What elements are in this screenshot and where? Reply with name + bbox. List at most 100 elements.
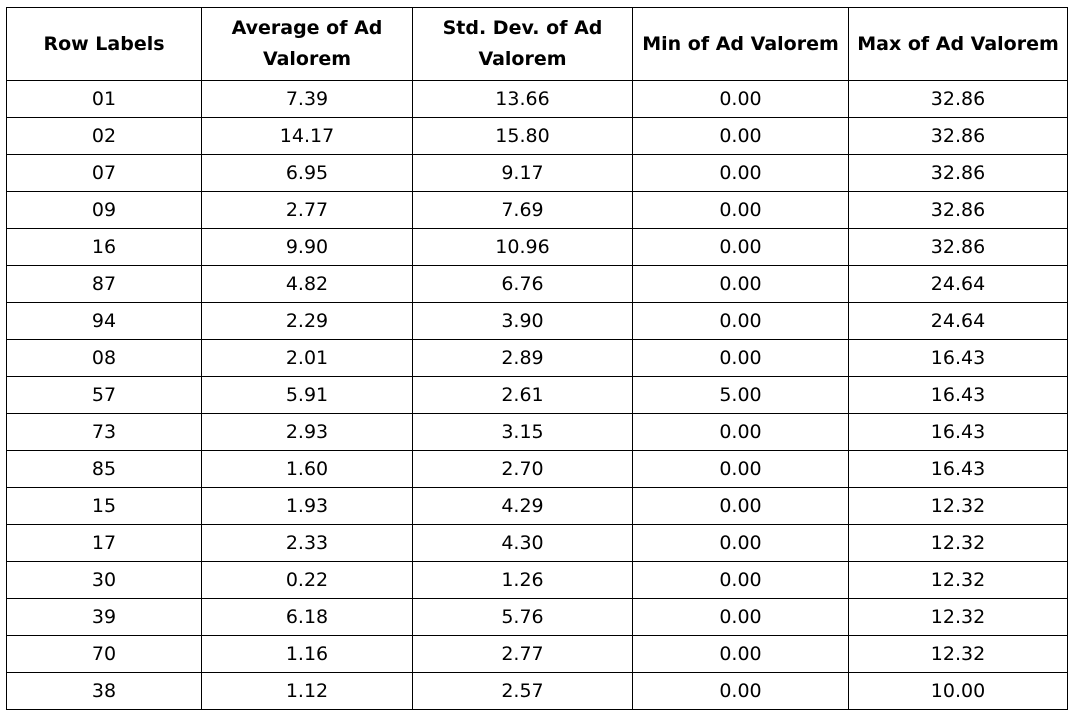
table-row: 17 2.33 4.30 0.00 12.32 — [6, 524, 1068, 562]
min-cell: 0.00 — [632, 561, 849, 599]
max-cell: 24.64 — [848, 302, 1068, 340]
std-dev-cell: 2.70 — [412, 450, 633, 488]
average-cell: 6.18 — [201, 598, 413, 636]
row-label-cell: 94 — [6, 302, 202, 340]
min-cell: 0.00 — [632, 524, 849, 562]
table-row: 16 9.90 10.96 0.00 32.86 — [6, 228, 1068, 266]
max-cell: 12.32 — [848, 635, 1068, 673]
average-cell: 1.16 — [201, 635, 413, 673]
average-cell: 14.17 — [201, 117, 413, 155]
std-dev-cell: 10.96 — [412, 228, 633, 266]
table-body: 01 7.39 13.66 0.00 32.86 02 14.17 15.80 0.00 32.8… — [6, 80, 1068, 710]
row-label-cell: 17 — [6, 524, 202, 562]
average-cell: 5.91 — [201, 376, 413, 414]
max-cell: 32.86 — [848, 191, 1068, 229]
header-row: Row Labels Average of Ad Valorem Std. De… — [6, 7, 1068, 81]
min-cell: 0.00 — [632, 117, 849, 155]
min-cell: 0.00 — [632, 487, 849, 525]
std-dev-cell: 3.15 — [412, 413, 633, 451]
min-cell: 0.00 — [632, 228, 849, 266]
table-row: 08 2.01 2.89 0.00 16.43 — [6, 339, 1068, 377]
table-row: 01 7.39 13.66 0.00 32.86 — [6, 80, 1068, 118]
table-header: Row Labels Average of Ad Valorem Std. De… — [6, 7, 1068, 81]
average-cell: 0.22 — [201, 561, 413, 599]
row-label-cell: 73 — [6, 413, 202, 451]
header-min-ad-valorem: Min of Ad Valorem — [632, 7, 849, 81]
table-row: 57 5.91 2.61 5.00 16.43 — [6, 376, 1068, 414]
min-cell: 0.00 — [632, 598, 849, 636]
std-dev-cell: 7.69 — [412, 191, 633, 229]
average-cell: 9.90 — [201, 228, 413, 266]
min-cell: 0.00 — [632, 302, 849, 340]
average-cell: 7.39 — [201, 80, 413, 118]
header-max-ad-valorem: Max of Ad Valorem — [848, 7, 1068, 81]
average-cell: 1.93 — [201, 487, 413, 525]
max-cell: 32.86 — [848, 228, 1068, 266]
min-cell: 0.00 — [632, 154, 849, 192]
min-cell: 0.00 — [632, 413, 849, 451]
table-row: 02 14.17 15.80 0.00 32.86 — [6, 117, 1068, 155]
std-dev-cell: 2.61 — [412, 376, 633, 414]
std-dev-cell: 4.29 — [412, 487, 633, 525]
max-cell: 16.43 — [848, 339, 1068, 377]
average-cell: 2.93 — [201, 413, 413, 451]
max-cell: 12.32 — [848, 487, 1068, 525]
row-label-cell: 70 — [6, 635, 202, 673]
max-cell: 16.43 — [848, 376, 1068, 414]
average-cell: 2.01 — [201, 339, 413, 377]
pivot-table: Row Labels Average of Ad Valorem Std. De… — [6, 7, 1068, 710]
std-dev-cell: 5.76 — [412, 598, 633, 636]
max-cell: 32.86 — [848, 117, 1068, 155]
average-cell: 2.77 — [201, 191, 413, 229]
table-row: 07 6.95 9.17 0.00 32.86 — [6, 154, 1068, 192]
min-cell: 0.00 — [632, 191, 849, 229]
max-cell: 16.43 — [848, 450, 1068, 488]
std-dev-cell: 4.30 — [412, 524, 633, 562]
table-row: 70 1.16 2.77 0.00 12.32 — [6, 635, 1068, 673]
row-label-cell: 09 — [6, 191, 202, 229]
row-label-cell: 02 — [6, 117, 202, 155]
row-label-cell: 01 — [6, 80, 202, 118]
std-dev-cell: 13.66 — [412, 80, 633, 118]
min-cell: 0.00 — [632, 339, 849, 377]
average-cell: 2.33 — [201, 524, 413, 562]
table-row: 39 6.18 5.76 0.00 12.32 — [6, 598, 1068, 636]
max-cell: 16.43 — [848, 413, 1068, 451]
max-cell: 12.32 — [848, 561, 1068, 599]
row-label-cell: 85 — [6, 450, 202, 488]
header-average-ad-valorem: Average of Ad Valorem — [201, 7, 413, 81]
std-dev-cell: 3.90 — [412, 302, 633, 340]
row-label-cell: 07 — [6, 154, 202, 192]
row-label-cell: 39 — [6, 598, 202, 636]
average-cell: 4.82 — [201, 265, 413, 303]
table-row: 09 2.77 7.69 0.00 32.86 — [6, 191, 1068, 229]
pivot-table-container: Row Labels Average of Ad Valorem Std. De… — [6, 7, 1068, 710]
std-dev-cell: 6.76 — [412, 265, 633, 303]
table-row: 87 4.82 6.76 0.00 24.64 — [6, 265, 1068, 303]
std-dev-cell: 9.17 — [412, 154, 633, 192]
table-row: 30 0.22 1.26 0.00 12.32 — [6, 561, 1068, 599]
average-cell: 2.29 — [201, 302, 413, 340]
std-dev-cell: 2.89 — [412, 339, 633, 377]
std-dev-cell: 15.80 — [412, 117, 633, 155]
min-cell: 5.00 — [632, 376, 849, 414]
max-cell: 24.64 — [848, 265, 1068, 303]
row-label-cell: 57 — [6, 376, 202, 414]
min-cell: 0.00 — [632, 450, 849, 488]
min-cell: 0.00 — [632, 635, 849, 673]
average-cell: 6.95 — [201, 154, 413, 192]
min-cell: 0.00 — [632, 265, 849, 303]
header-std-dev-ad-valorem: Std. Dev. of Ad Valorem — [412, 7, 633, 81]
row-label-cell: 15 — [6, 487, 202, 525]
row-label-cell: 16 — [6, 228, 202, 266]
row-label-cell: 30 — [6, 561, 202, 599]
row-label-cell: 87 — [6, 265, 202, 303]
std-dev-cell: 1.26 — [412, 561, 633, 599]
max-cell: 32.86 — [848, 80, 1068, 118]
std-dev-cell: 2.77 — [412, 635, 633, 673]
row-label-cell: 08 — [6, 339, 202, 377]
max-cell: 32.86 — [848, 154, 1068, 192]
table-row: 85 1.60 2.70 0.00 16.43 — [6, 450, 1068, 488]
table-row: 94 2.29 3.90 0.00 24.64 — [6, 302, 1068, 340]
max-cell: 12.32 — [848, 598, 1068, 636]
